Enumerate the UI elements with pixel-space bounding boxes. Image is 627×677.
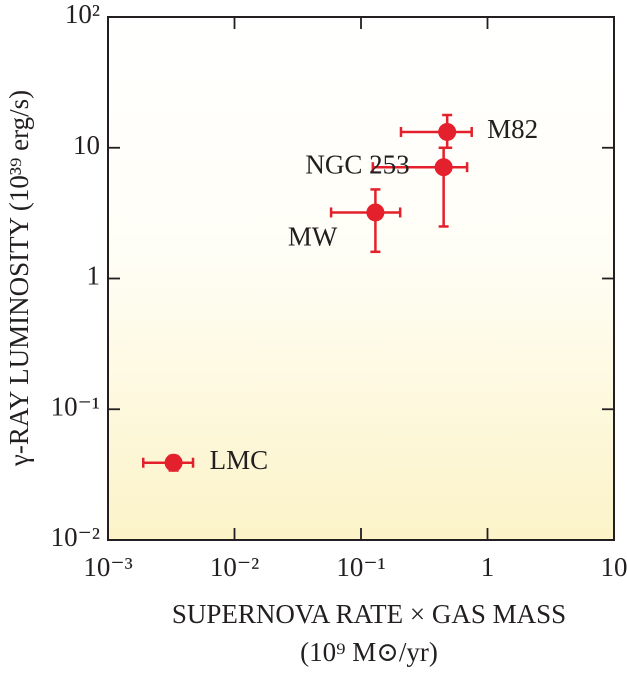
x-axis-units: (10⁹ M⊙/yr) (300, 637, 438, 667)
y-tick-label: 1 (87, 261, 101, 291)
y-tick-label: 10 (73, 130, 100, 160)
data-point (434, 158, 453, 177)
y-tick-label: 10² (65, 0, 100, 29)
y-axis-label: γ-RAY LUMINOSITY (10³⁹ erg/s) (4, 90, 34, 467)
y-tick-label: 10⁻² (51, 522, 100, 552)
point-label: LMC (210, 445, 269, 475)
x-axis-label: SUPERNOVA RATE × GAS MASS (172, 599, 566, 629)
point-label: M82 (487, 114, 538, 144)
x-tick-label: 10 (601, 552, 627, 582)
x-tick-label: 10⁻² (210, 552, 259, 582)
plot-background (108, 17, 614, 540)
data-point (164, 453, 183, 472)
x-tick-label: 10⁻³ (83, 552, 132, 582)
y-tick-label: 10⁻¹ (51, 391, 100, 421)
point-label: NGC 253 (305, 149, 409, 179)
data-point (366, 203, 385, 222)
x-tick-label: 10⁻¹ (336, 552, 385, 582)
data-point (438, 122, 457, 141)
x-tick-label: 1 (481, 552, 495, 582)
plot-frame (107, 16, 615, 541)
point-label: MW (288, 222, 338, 252)
